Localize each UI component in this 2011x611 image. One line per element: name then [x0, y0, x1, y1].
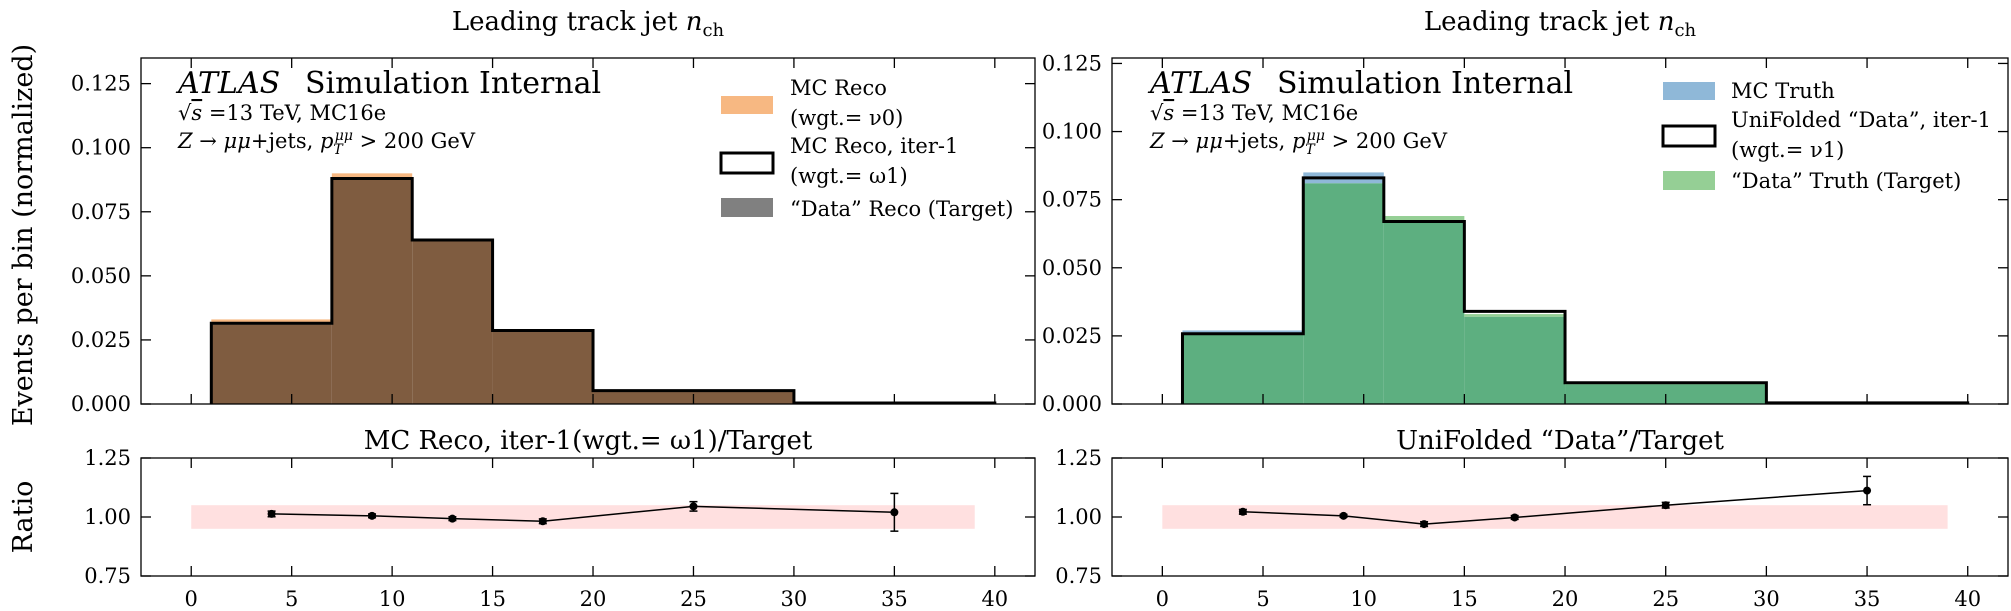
left-bar: [412, 239, 493, 404]
left-ratio-xtick-label: 15: [479, 587, 506, 611]
right-ytick-label: 0.125: [1042, 51, 1102, 75]
right-atlas-label: ATLAS: [1147, 66, 1252, 101]
right-selection-label: Z → μμ+jets, pTμμ > 200 GeV: [1149, 128, 1448, 158]
right-ytick-label: 0.075: [1042, 188, 1102, 212]
legend-swatch-mc-truth: [1663, 82, 1715, 100]
left-selection-label: Z → μμ+jets, pTμμ > 200 GeV: [177, 128, 476, 158]
right-ratio-ratio-point: [1238, 507, 1247, 516]
left-ratio-ratio-point: [448, 514, 457, 523]
left-ratio-xtick-label: 30: [781, 587, 808, 611]
right-bar: [1464, 316, 1566, 404]
right-ratio-xtick-label: 20: [1552, 587, 1579, 611]
left-panel-title: Leading track jet nch: [452, 7, 725, 41]
legend-swatch-mc-reco: [721, 96, 773, 114]
left-bar: [492, 330, 594, 404]
right-ratio-xtick-label: 40: [1954, 587, 1981, 611]
right-ratio-panel: UniFolded “Data”/Target 0.75 1.00 1.25 0 5 1…: [1055, 426, 2009, 611]
left-energy-label: √s =13 TeV, MC16e: [178, 101, 386, 125]
y-axis-label-top: Events per bin (normalized): [8, 44, 39, 426]
right-ratio-ytick-label: 1.00: [1055, 505, 1102, 529]
right-ratio-xtick-label: 35: [1854, 587, 1881, 611]
legend-label-mc-reco: MC Reco: [790, 76, 887, 100]
left-atlas-label: ATLAS: [175, 66, 280, 101]
right-ratio-xtick-label: 30: [1753, 587, 1780, 611]
left-legend: MC Reco (wgt.= ν0) MC Reco, iter-1 (wgt.…: [719, 76, 1013, 221]
left-ratio-xtick-label: 10: [379, 587, 406, 611]
left-ratio-title: MC Reco, iter-1(wgt.= ω1)/Target: [364, 426, 813, 456]
left-atlas-sublabel: Simulation Internal: [305, 66, 601, 101]
right-ytick-label: 0.100: [1042, 120, 1102, 144]
right-ratio-xtick-label: 0: [1156, 587, 1169, 611]
left-ytick-label: 0.100: [71, 136, 131, 160]
legend-swatch-unifolded: [1661, 124, 1717, 148]
legend-label-unifolded-wgt: (wgt.= ν1): [1731, 138, 1844, 162]
right-bar-excess: [1383, 216, 1465, 222]
legend-label-data-reco: “Data” Reco (Target): [790, 197, 1013, 221]
legend-label-mc-reco-iter1: MC Reco, iter-1: [790, 134, 958, 158]
right-ratio-ytick-label: 0.75: [1055, 564, 1102, 588]
left-ratio-xtick-label: 35: [881, 587, 908, 611]
legend-label-unifolded: UniFolded “Data”, iter-1: [1731, 108, 1991, 132]
left-ratio-ytick-label: 0.75: [84, 564, 131, 588]
legend-swatch-mc-reco-iter1: [719, 151, 775, 175]
left-ytick-label: 0.125: [71, 72, 131, 96]
legend-label-mc-reco-iter1-wgt: (wgt.= ω1): [790, 164, 908, 188]
right-ratio-ratio-point: [1510, 513, 1519, 522]
legend-label-data-truth: “Data” Truth (Target): [1731, 169, 1961, 193]
legend-swatch-data-reco: [721, 198, 773, 217]
legend-label-mc-reco-wgt: (wgt.= ν0): [790, 106, 903, 130]
right-atlas-sublabel: Simulation Internal: [1277, 66, 1573, 101]
left-ratio-xtick-label: 5: [285, 587, 298, 611]
right-ratio-ratio-point: [1661, 501, 1670, 510]
left-histogram-panel: Leading track jet nch 0.000 0.025 0.050 0.0…: [71, 7, 1036, 416]
legend-swatch-data-truth: [1663, 171, 1715, 190]
left-bar: [331, 179, 413, 404]
right-ratio-tolerance-band: [1162, 505, 1948, 529]
right-histogram-panel: Leading track jet nch 0.000 0.025 0.050 0.0…: [1042, 7, 2009, 416]
right-bar: [1182, 334, 1304, 404]
left-ytick-label: 0.025: [71, 328, 131, 352]
left-ratio-ratio-point: [890, 508, 899, 517]
left-ratio-ratio-point: [267, 509, 276, 518]
right-panel-title: Leading track jet nch: [1424, 7, 1697, 41]
right-ytick-label: 0.000: [1042, 392, 1102, 416]
right-bar-excess: [1464, 314, 1566, 317]
right-energy-label: √s =13 TeV, MC16e: [1150, 101, 1358, 125]
left-ratio-ratio-point: [368, 511, 377, 520]
right-ratio-xtick-label: 5: [1256, 587, 1269, 611]
right-ratio-title: UniFolded “Data”/Target: [1396, 426, 1724, 456]
right-ratio-ratio-point: [1339, 511, 1348, 520]
right-ratio-ratio-point: [1420, 520, 1429, 529]
left-ratio-xtick-label: 0: [185, 587, 198, 611]
right-ratio-xtick-label: 25: [1652, 587, 1679, 611]
left-ratio-ytick-label: 1.00: [84, 505, 131, 529]
left-ratio-ytick-label: 1.25: [84, 446, 131, 470]
right-ratio-xtick-label: 15: [1451, 587, 1478, 611]
left-ratio-xtick-label: 25: [680, 587, 707, 611]
legend-label-mc-truth: MC Truth: [1731, 79, 1835, 103]
left-bar: [211, 324, 332, 404]
left-bar-excess: [331, 173, 413, 180]
right-ratio-ratio-point: [1863, 486, 1872, 495]
left-ratio-panel: MC Reco, iter-1(wgt.= ω1)/Target 0.75 1.0…: [84, 426, 1036, 611]
right-ytick-label: 0.025: [1042, 324, 1102, 348]
left-ratio-ratio-line: [271, 505, 895, 522]
left-ratio-xtick-label: 40: [981, 587, 1008, 611]
right-bar: [1383, 221, 1465, 404]
left-ratio-ratio-point: [538, 517, 547, 526]
left-ytick-label: 0.050: [71, 264, 131, 288]
right-bar: [1303, 183, 1384, 404]
left-ratio-ratio-point: [689, 502, 698, 511]
y-axis-label-bottom: Ratio: [8, 481, 39, 554]
right-ratio-xtick-label: 10: [1350, 587, 1377, 611]
right-ratio-ratio-line: [1242, 489, 1868, 525]
left-ytick-label: 0.075: [71, 200, 131, 224]
left-ratio-xtick-label: 20: [580, 587, 607, 611]
right-ratio-ytick-label: 1.25: [1055, 446, 1102, 470]
left-ytick-label: 0.000: [71, 392, 131, 416]
right-legend: MC Truth UniFolded “Data”, iter-1 (wgt.=…: [1661, 79, 1991, 193]
right-ytick-label: 0.050: [1042, 256, 1102, 280]
